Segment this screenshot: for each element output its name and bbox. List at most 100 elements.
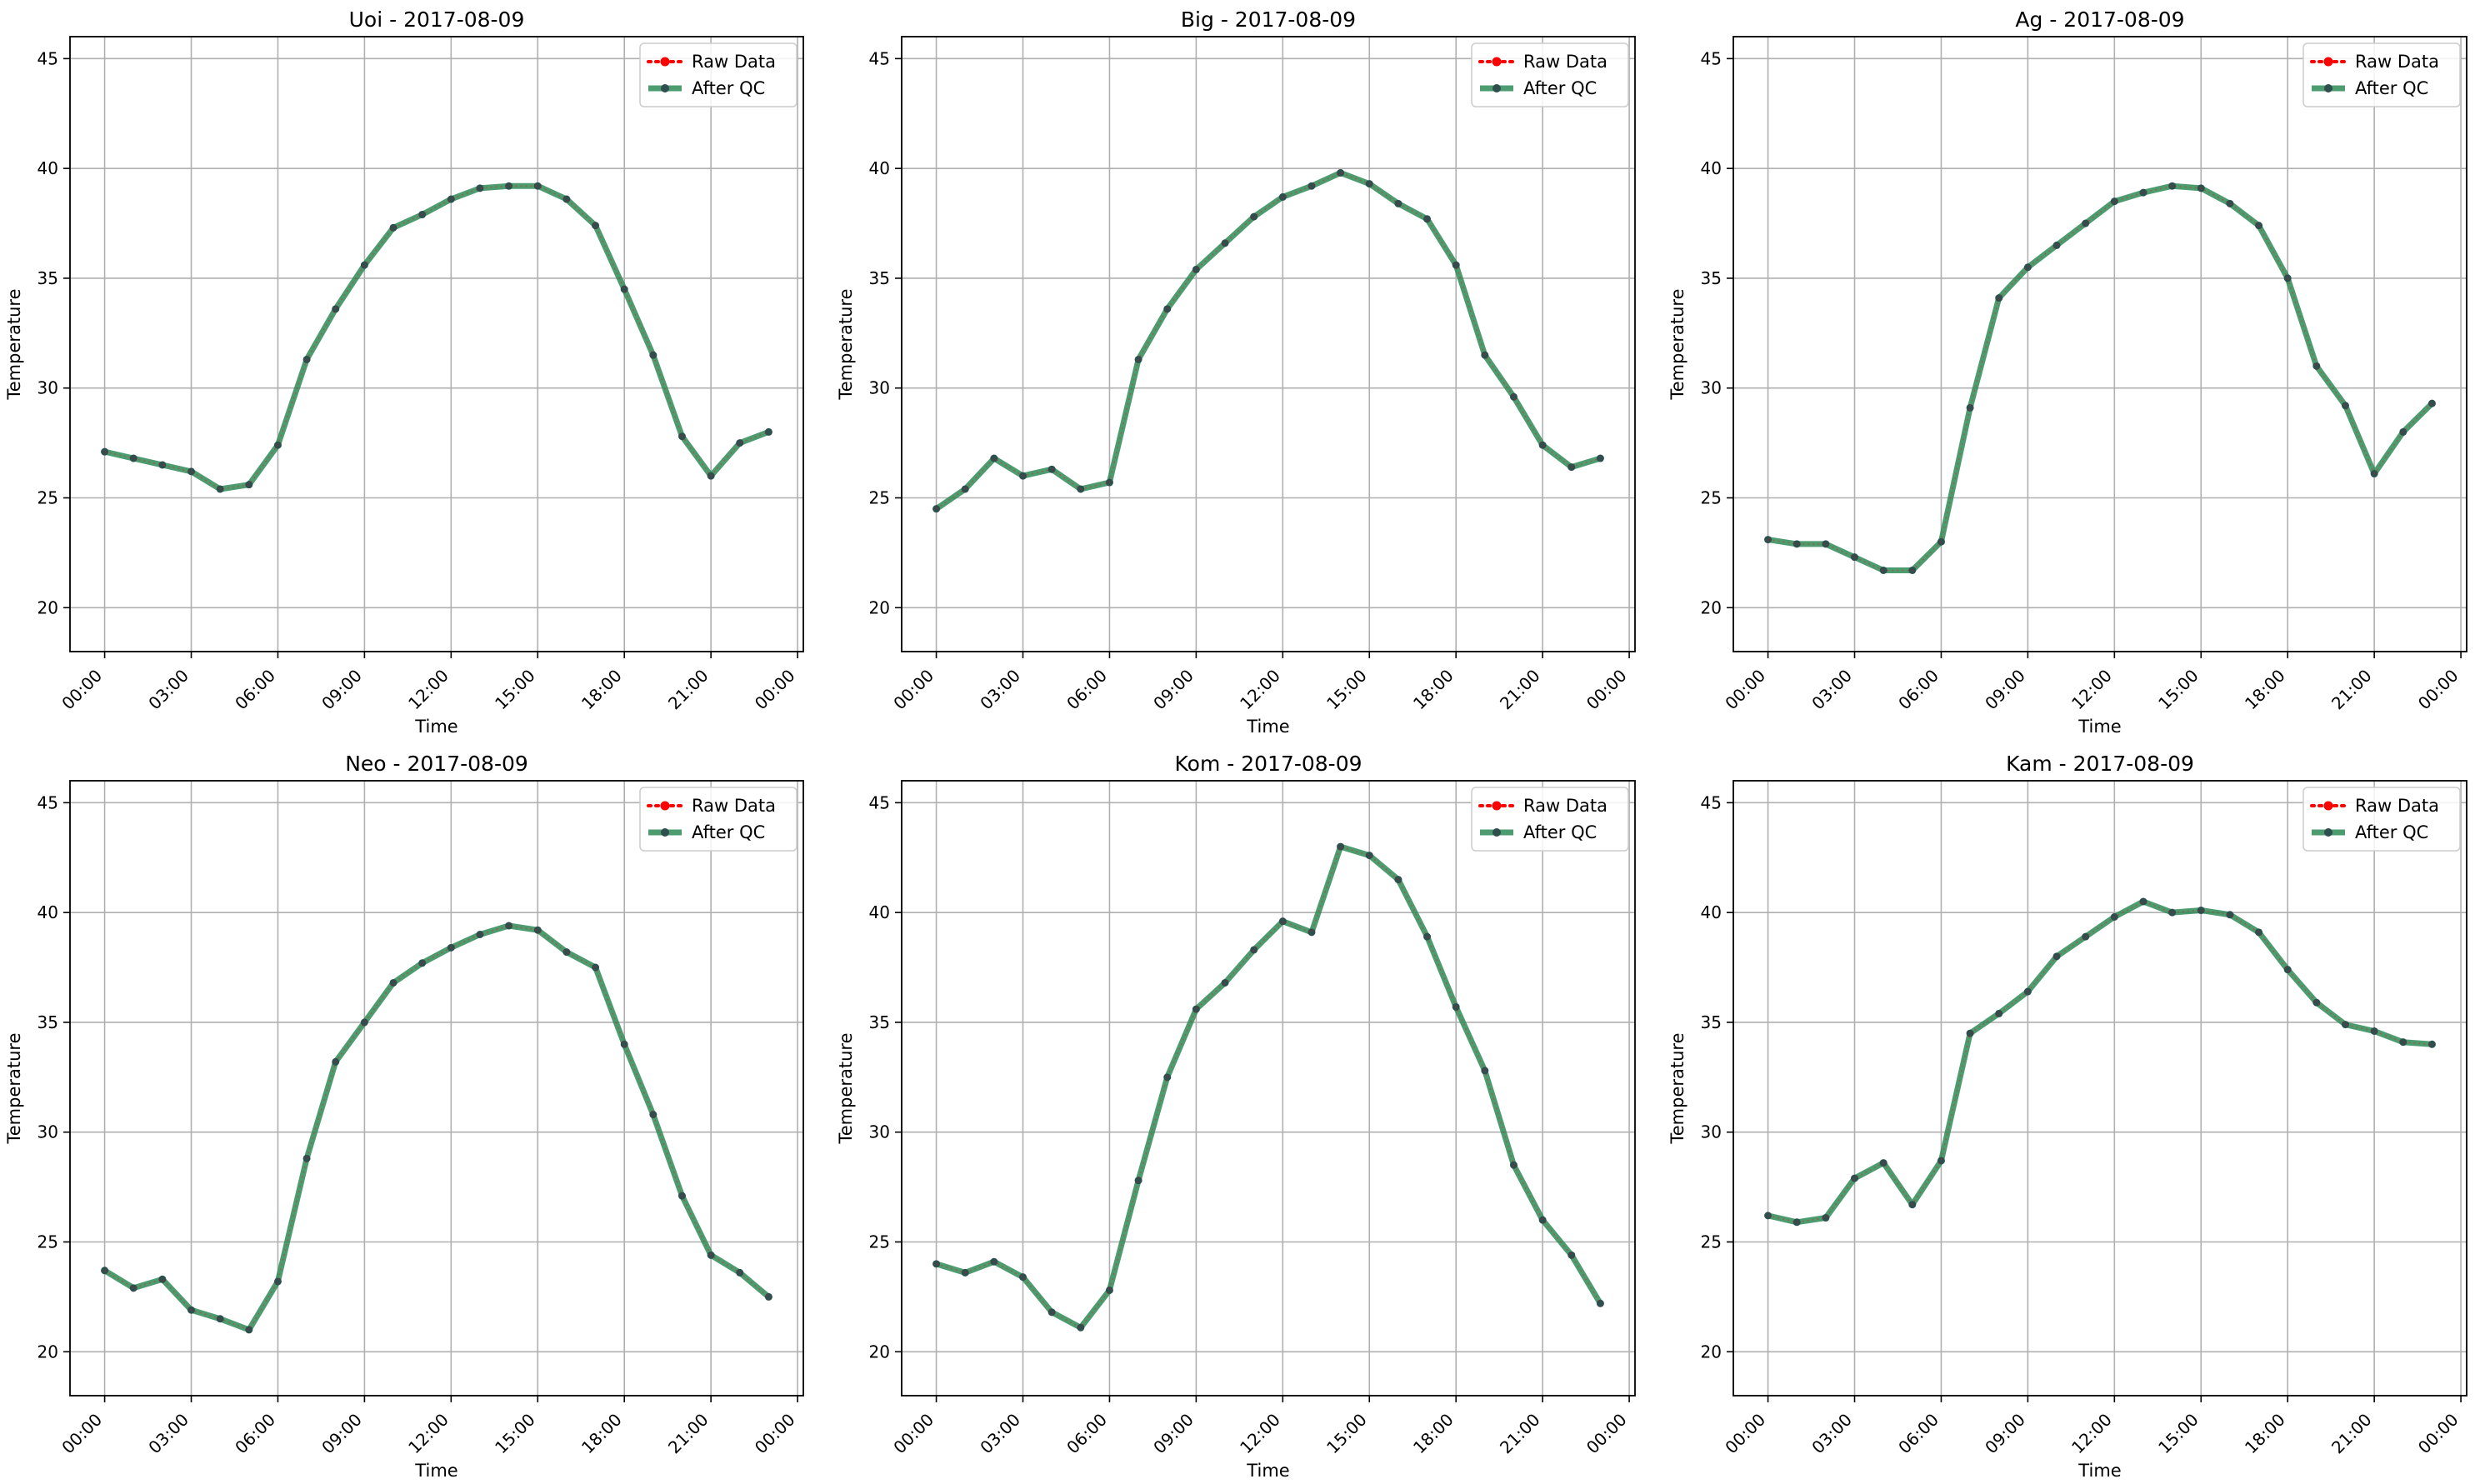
x-tick-label: 12:00 bbox=[1236, 1410, 1284, 1458]
after-qc-point bbox=[1077, 1323, 1085, 1332]
after-qc-point bbox=[1337, 842, 1345, 851]
x-tick-label: 03:00 bbox=[1808, 666, 1856, 714]
subplot-6: Kam - 2017-08-09 00:00 03:00 06:00 09:00 12:0… bbox=[1668, 752, 2468, 1481]
after-qc-point bbox=[2283, 274, 2292, 282]
after-qc-point bbox=[2341, 402, 2349, 410]
y-tick-label: 40 bbox=[869, 902, 890, 922]
y-tick-label: 35 bbox=[1701, 1012, 1722, 1032]
x-tick-label: 03:00 bbox=[976, 1410, 1024, 1458]
subplot-title: Ag - 2017-08-09 bbox=[2015, 7, 2184, 32]
after-qc-point bbox=[932, 1260, 941, 1268]
x-tick-label: 06:00 bbox=[1894, 666, 1942, 714]
subplot-3: Ag - 2017-08-09 00:00 03:00 06:00 09:00 12:00… bbox=[1668, 7, 2468, 737]
y-tick-label: 40 bbox=[869, 158, 890, 178]
after-qc-point bbox=[1792, 1218, 1801, 1227]
series-line-after-qc bbox=[934, 169, 1602, 512]
y-tick-label: 35 bbox=[869, 1012, 890, 1032]
after-qc-point bbox=[2082, 219, 2090, 227]
after-qc-point bbox=[620, 285, 628, 293]
after-qc-point bbox=[1192, 265, 1200, 273]
after-qc-point bbox=[1538, 441, 1547, 449]
legend-marker-raw bbox=[660, 801, 670, 811]
y-tick-label: 45 bbox=[38, 48, 58, 68]
after-qc-point bbox=[2139, 897, 2148, 906]
x-tick-label: 00:00 bbox=[1721, 666, 1769, 714]
legend-label-after-qc: After QC bbox=[692, 822, 765, 842]
after-qc-point bbox=[447, 195, 455, 203]
after-qc-point bbox=[1568, 1251, 1576, 1259]
after-qc-point bbox=[2197, 907, 2205, 915]
subplot-4: Neo - 2017-08-09 00:00 03:00 06:00 09:00 12:0… bbox=[4, 752, 804, 1481]
y-axis-label: Temperature bbox=[836, 1032, 856, 1144]
x-tick-label: 09:00 bbox=[1149, 666, 1198, 714]
y-tick-label: 20 bbox=[869, 597, 890, 617]
subplot-title: Neo - 2017-08-09 bbox=[345, 752, 528, 776]
y-tick-label: 45 bbox=[869, 792, 890, 812]
after-qc-point bbox=[1278, 192, 1287, 201]
after-qc-point bbox=[1163, 1073, 1172, 1082]
y-tick-label: 35 bbox=[38, 1012, 58, 1032]
y-tick-label: 25 bbox=[1701, 1232, 1722, 1252]
y-axis-label: Temperature bbox=[4, 1032, 24, 1144]
y-axis-label: Temperature bbox=[1668, 1032, 1688, 1144]
after-qc-point bbox=[2168, 182, 2177, 190]
series-line-raw-data bbox=[936, 172, 1601, 510]
after-qc-point bbox=[1105, 478, 1113, 487]
after-qc-point bbox=[129, 1284, 138, 1292]
x-tick-label: 00:00 bbox=[751, 666, 799, 714]
plot-frame bbox=[69, 780, 804, 1397]
after-qc-point bbox=[418, 959, 427, 967]
after-qc-point bbox=[1048, 465, 1056, 473]
after-qc-point bbox=[1308, 928, 1316, 937]
after-qc-point bbox=[158, 1275, 167, 1283]
after-qc-point bbox=[2255, 222, 2263, 230]
y-tick-label: 20 bbox=[1701, 597, 1722, 617]
x-tick-label: 21:00 bbox=[2328, 1410, 2376, 1458]
series-line-raw-data bbox=[1768, 185, 2432, 572]
x-tick-label: 00:00 bbox=[1582, 666, 1631, 714]
x-tick-label: 21:00 bbox=[664, 666, 712, 714]
y-tick-label: 35 bbox=[869, 268, 890, 288]
series-line-after-qc bbox=[935, 843, 1603, 1331]
after-qc-point bbox=[1278, 917, 1287, 926]
legend-marker-raw bbox=[2323, 801, 2333, 811]
x-tick-label: 21:00 bbox=[664, 1410, 712, 1458]
after-qc-point bbox=[2370, 1027, 2378, 1035]
x-tick-label: 15:00 bbox=[1322, 1410, 1371, 1458]
legend-marker-after-qc bbox=[2324, 828, 2332, 837]
legend-marker-raw bbox=[1492, 801, 1502, 811]
after-qc-point bbox=[1509, 1161, 1518, 1169]
after-qc-point bbox=[2428, 399, 2436, 407]
after-qc-point bbox=[1221, 978, 1229, 987]
after-qc-point bbox=[2255, 928, 2263, 937]
after-qc-point bbox=[101, 447, 109, 456]
after-qc-point bbox=[1764, 536, 1772, 544]
after-qc-point bbox=[2082, 932, 2090, 941]
after-qc-point bbox=[2226, 199, 2234, 207]
subplot-5: Kom - 2017-08-09 00:00 03:00 06:00 09:00 12:0… bbox=[836, 752, 1636, 1481]
x-tick-label: 03:00 bbox=[144, 1410, 192, 1458]
after-qc-point bbox=[932, 505, 941, 513]
plot-frame bbox=[901, 36, 1636, 652]
x-tick-label: 00:00 bbox=[2414, 1410, 2462, 1458]
legend-label-raw: Raw Data bbox=[2355, 796, 2439, 816]
after-qc-point bbox=[1509, 392, 1518, 401]
x-tick-label: 15:00 bbox=[491, 666, 539, 714]
after-qc-point bbox=[1192, 1005, 1200, 1013]
legend-label-after-qc: After QC bbox=[2355, 822, 2428, 842]
after-qc-point bbox=[707, 1251, 715, 1259]
legend-label-after-qc: After QC bbox=[1523, 822, 1597, 842]
series-line-after-qc bbox=[102, 922, 771, 1333]
after-qc-point bbox=[1019, 472, 1028, 480]
legend-marker-after-qc bbox=[661, 828, 669, 837]
after-qc-point bbox=[1966, 1029, 1974, 1037]
after-qc-point bbox=[1048, 1308, 1056, 1317]
series-line-raw-data bbox=[936, 846, 1602, 1329]
subplot-title: Big - 2017-08-09 bbox=[1181, 7, 1356, 32]
after-qc-point bbox=[302, 355, 311, 363]
after-qc-point bbox=[562, 195, 571, 203]
legend: Raw Data After QC bbox=[2302, 42, 2461, 107]
x-axis-label: Time bbox=[2078, 717, 2121, 737]
after-qc-point bbox=[1764, 1212, 1772, 1220]
